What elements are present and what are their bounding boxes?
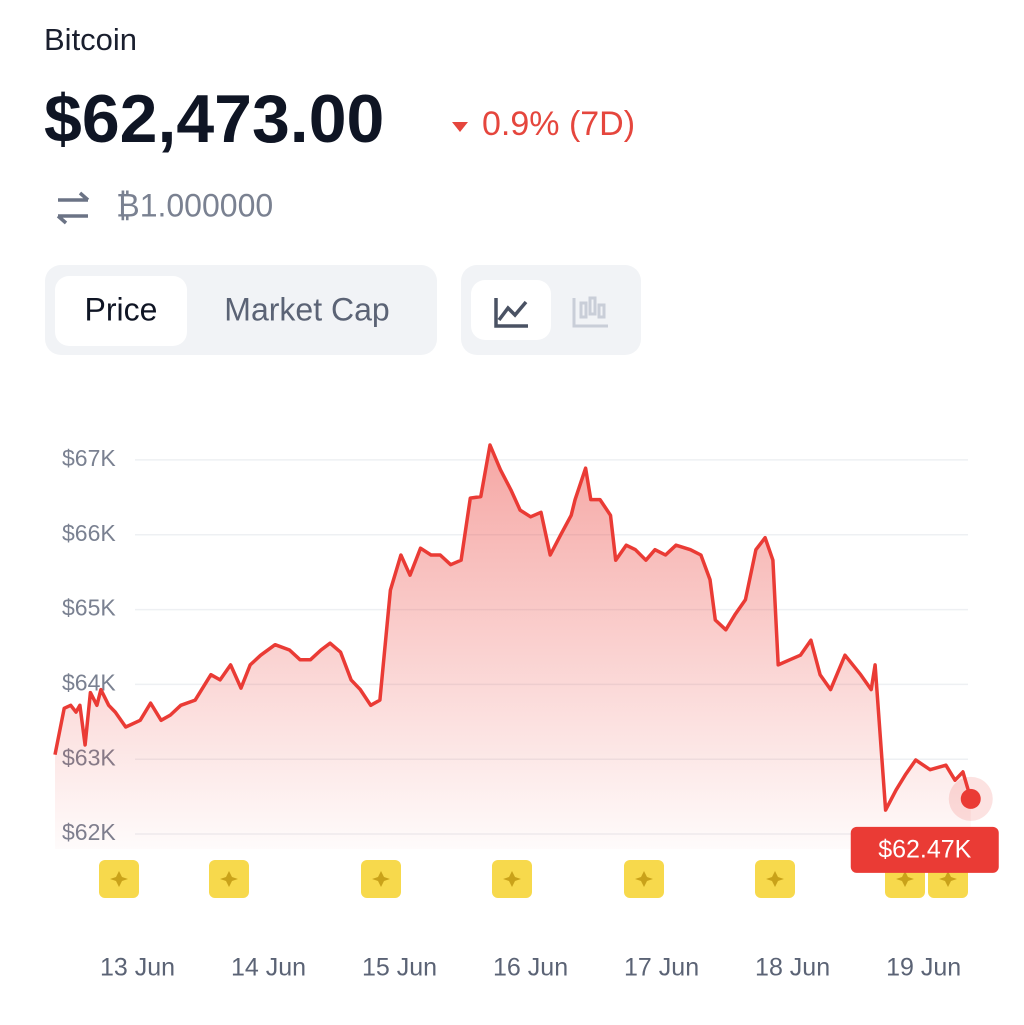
- event-star: [896, 871, 914, 887]
- price-tag: [850, 826, 999, 873]
- event-star: [635, 871, 653, 887]
- event-star: [939, 871, 957, 887]
- event-star: [372, 871, 390, 887]
- down-arrow: [452, 122, 468, 132]
- y-tick-label: $66K: [62, 520, 116, 546]
- area: [55, 445, 971, 849]
- price-change: 0.9% (7D): [482, 105, 635, 143]
- x-tick-label: 15 Jun: [362, 954, 437, 982]
- coin-name: Bitcoin: [44, 22, 137, 57]
- x-tick-label: 17 Jun: [624, 954, 699, 982]
- y-tick-label: $64K: [62, 669, 116, 695]
- event-star: [110, 871, 128, 887]
- y-tick-label: $67K: [62, 445, 116, 471]
- event-star: [766, 871, 784, 887]
- price-tag-label: $62.47K: [878, 835, 971, 863]
- x-tick-label: 18 Jun: [755, 954, 830, 982]
- price: $62,473.00: [44, 81, 384, 157]
- last-point: [960, 788, 981, 809]
- x-tick-label: 14 Jun: [231, 954, 306, 982]
- event-star: [503, 871, 521, 887]
- y-tick-label: $65K: [62, 595, 116, 621]
- x-tick-label: 19 Jun: [886, 954, 961, 982]
- x-tick-label: 16 Jun: [493, 954, 568, 982]
- tab-selected: [55, 276, 187, 346]
- conversion: ₿1.000000: [116, 187, 273, 223]
- candle-icon[interactable]: [572, 296, 608, 328]
- x-tick-label: 13 Jun: [100, 954, 175, 982]
- line-chart-icon: [494, 298, 528, 328]
- event-star: [220, 871, 238, 887]
- tab[interactable]: Price: [85, 291, 158, 327]
- tab[interactable]: Market Cap: [224, 291, 389, 327]
- swap-icon: [56, 191, 90, 225]
- price-line: [53, 443, 973, 812]
